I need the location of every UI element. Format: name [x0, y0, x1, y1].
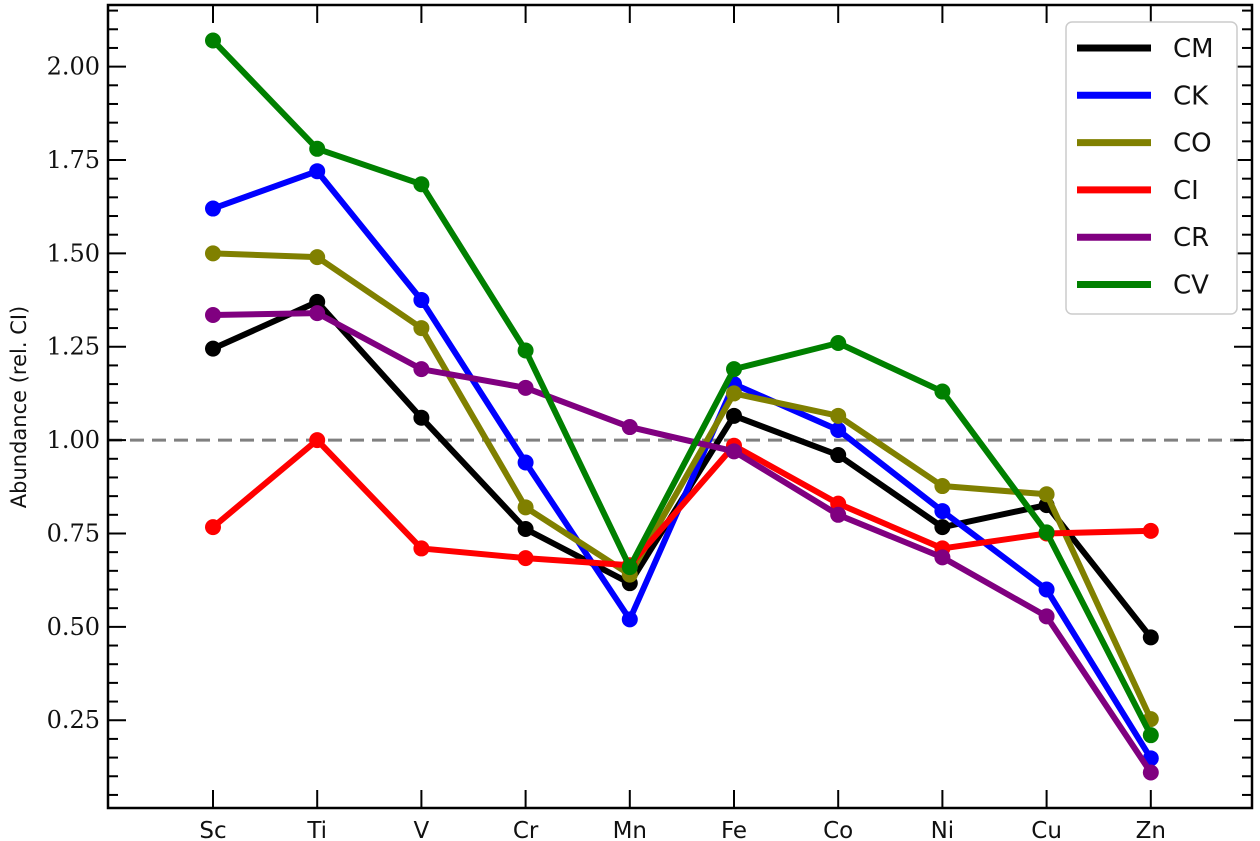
data-point	[413, 320, 430, 337]
data-point	[621, 419, 638, 436]
data-point	[309, 163, 326, 180]
legend-box	[1065, 21, 1238, 315]
y-tick-label: 2.00	[47, 53, 100, 81]
x-tick-label-co: Co	[823, 818, 853, 841]
data-point	[1038, 581, 1055, 598]
data-point	[934, 549, 951, 566]
data-point	[309, 140, 326, 157]
series-cv	[205, 32, 1159, 744]
x-tick-label-zn: Zn	[1136, 818, 1166, 841]
data-point	[517, 521, 534, 538]
series-line	[210, 37, 1154, 739]
legend-label: CK	[1173, 81, 1209, 111]
x-tick-label-ti: Ti	[306, 818, 327, 841]
data-point	[413, 540, 430, 557]
legend-item-co: CO	[1077, 129, 1212, 159]
data-point	[621, 559, 638, 576]
data-point	[205, 200, 221, 217]
data-point	[621, 611, 638, 628]
data-point	[934, 503, 951, 520]
legend: CM CK CO CI CR CV	[1065, 21, 1238, 315]
plot-area: 0.25 0.50 0.75 1.00 1.25 1.50 1.75 2.00 Sc Ti V Cr…	[47, 3, 1254, 841]
x-tick-label-cu: Cu	[1031, 818, 1062, 841]
legend-item-cr: CR	[1077, 223, 1209, 253]
data-point	[413, 292, 430, 309]
data-point	[205, 32, 221, 49]
data-point	[934, 383, 951, 400]
y-tick-label: 1.50	[47, 239, 100, 267]
legend-label: CV	[1173, 271, 1209, 301]
data-point	[1038, 524, 1055, 541]
series-line	[210, 310, 1154, 776]
data-point	[830, 495, 847, 512]
data-point	[413, 409, 430, 426]
data-point	[309, 432, 326, 449]
series-line	[210, 437, 1154, 569]
x-tick-label-fe: Fe	[721, 818, 747, 841]
x-tick-label-ni: Ni	[931, 818, 955, 841]
data-point	[830, 506, 847, 523]
data-point	[309, 305, 326, 322]
data-series	[205, 32, 1159, 781]
legend-item-cm: CM	[1077, 34, 1214, 64]
data-point	[413, 361, 430, 378]
data-point	[517, 499, 534, 516]
legend-label: CI	[1173, 176, 1199, 206]
y-tick-label: 1.75	[47, 146, 100, 174]
series-line	[210, 250, 1154, 723]
data-point	[205, 245, 221, 262]
data-point	[517, 550, 534, 567]
data-point	[830, 447, 847, 464]
legend-label: CO	[1173, 129, 1212, 159]
plot-background	[108, 5, 1252, 808]
x-tick-label-sc: Sc	[199, 818, 226, 841]
y-tick-label: 1.00	[47, 426, 100, 454]
legend-label: CM	[1173, 34, 1214, 64]
data-point	[517, 379, 534, 396]
data-point	[830, 335, 847, 352]
y-axis-ticks: 0.25 0.50 0.75 1.00 1.25 1.50 1.75 2.00	[47, 9, 1252, 796]
data-point	[934, 478, 951, 495]
y-tick-label: 0.75	[47, 519, 100, 547]
x-axis-ticks: Sc Ti V Cr Mn Fe Co Ni Cu Zn	[199, 5, 1166, 841]
data-point	[830, 422, 847, 439]
data-point	[205, 519, 221, 536]
y-tick-label: 0.25	[47, 706, 100, 734]
legend-item-ci: CI	[1077, 176, 1199, 206]
legend-label: CR	[1173, 223, 1209, 253]
data-point	[726, 361, 742, 378]
data-point	[934, 519, 951, 536]
x-tick-label-v: V	[414, 818, 430, 841]
data-point	[413, 176, 430, 193]
axes-frame	[106, 3, 1254, 810]
data-point	[1142, 764, 1159, 781]
data-point	[309, 249, 326, 266]
legend-item-cv: CV	[1077, 271, 1209, 301]
y-axis-label: Abundance (rel. CI)	[7, 306, 31, 508]
data-point	[309, 293, 326, 310]
data-point	[726, 385, 742, 402]
data-point	[726, 443, 742, 460]
x-tick-label-cr: Cr	[513, 818, 539, 841]
x-tick-label-mn: Mn	[613, 818, 647, 841]
y-tick-label: 1.25	[47, 333, 100, 361]
series-cr	[205, 305, 1159, 781]
data-point	[1142, 629, 1159, 646]
y-tick-label: 0.50	[47, 613, 100, 641]
data-point	[517, 454, 534, 471]
data-point	[205, 340, 221, 357]
data-point	[205, 306, 221, 323]
legend-item-ck: CK	[1077, 81, 1209, 111]
data-point	[1142, 522, 1159, 539]
data-point	[1038, 608, 1055, 625]
data-point	[517, 342, 534, 359]
data-point	[1142, 727, 1159, 744]
data-point	[726, 407, 742, 424]
data-point	[1038, 486, 1055, 503]
data-point	[830, 407, 847, 424]
